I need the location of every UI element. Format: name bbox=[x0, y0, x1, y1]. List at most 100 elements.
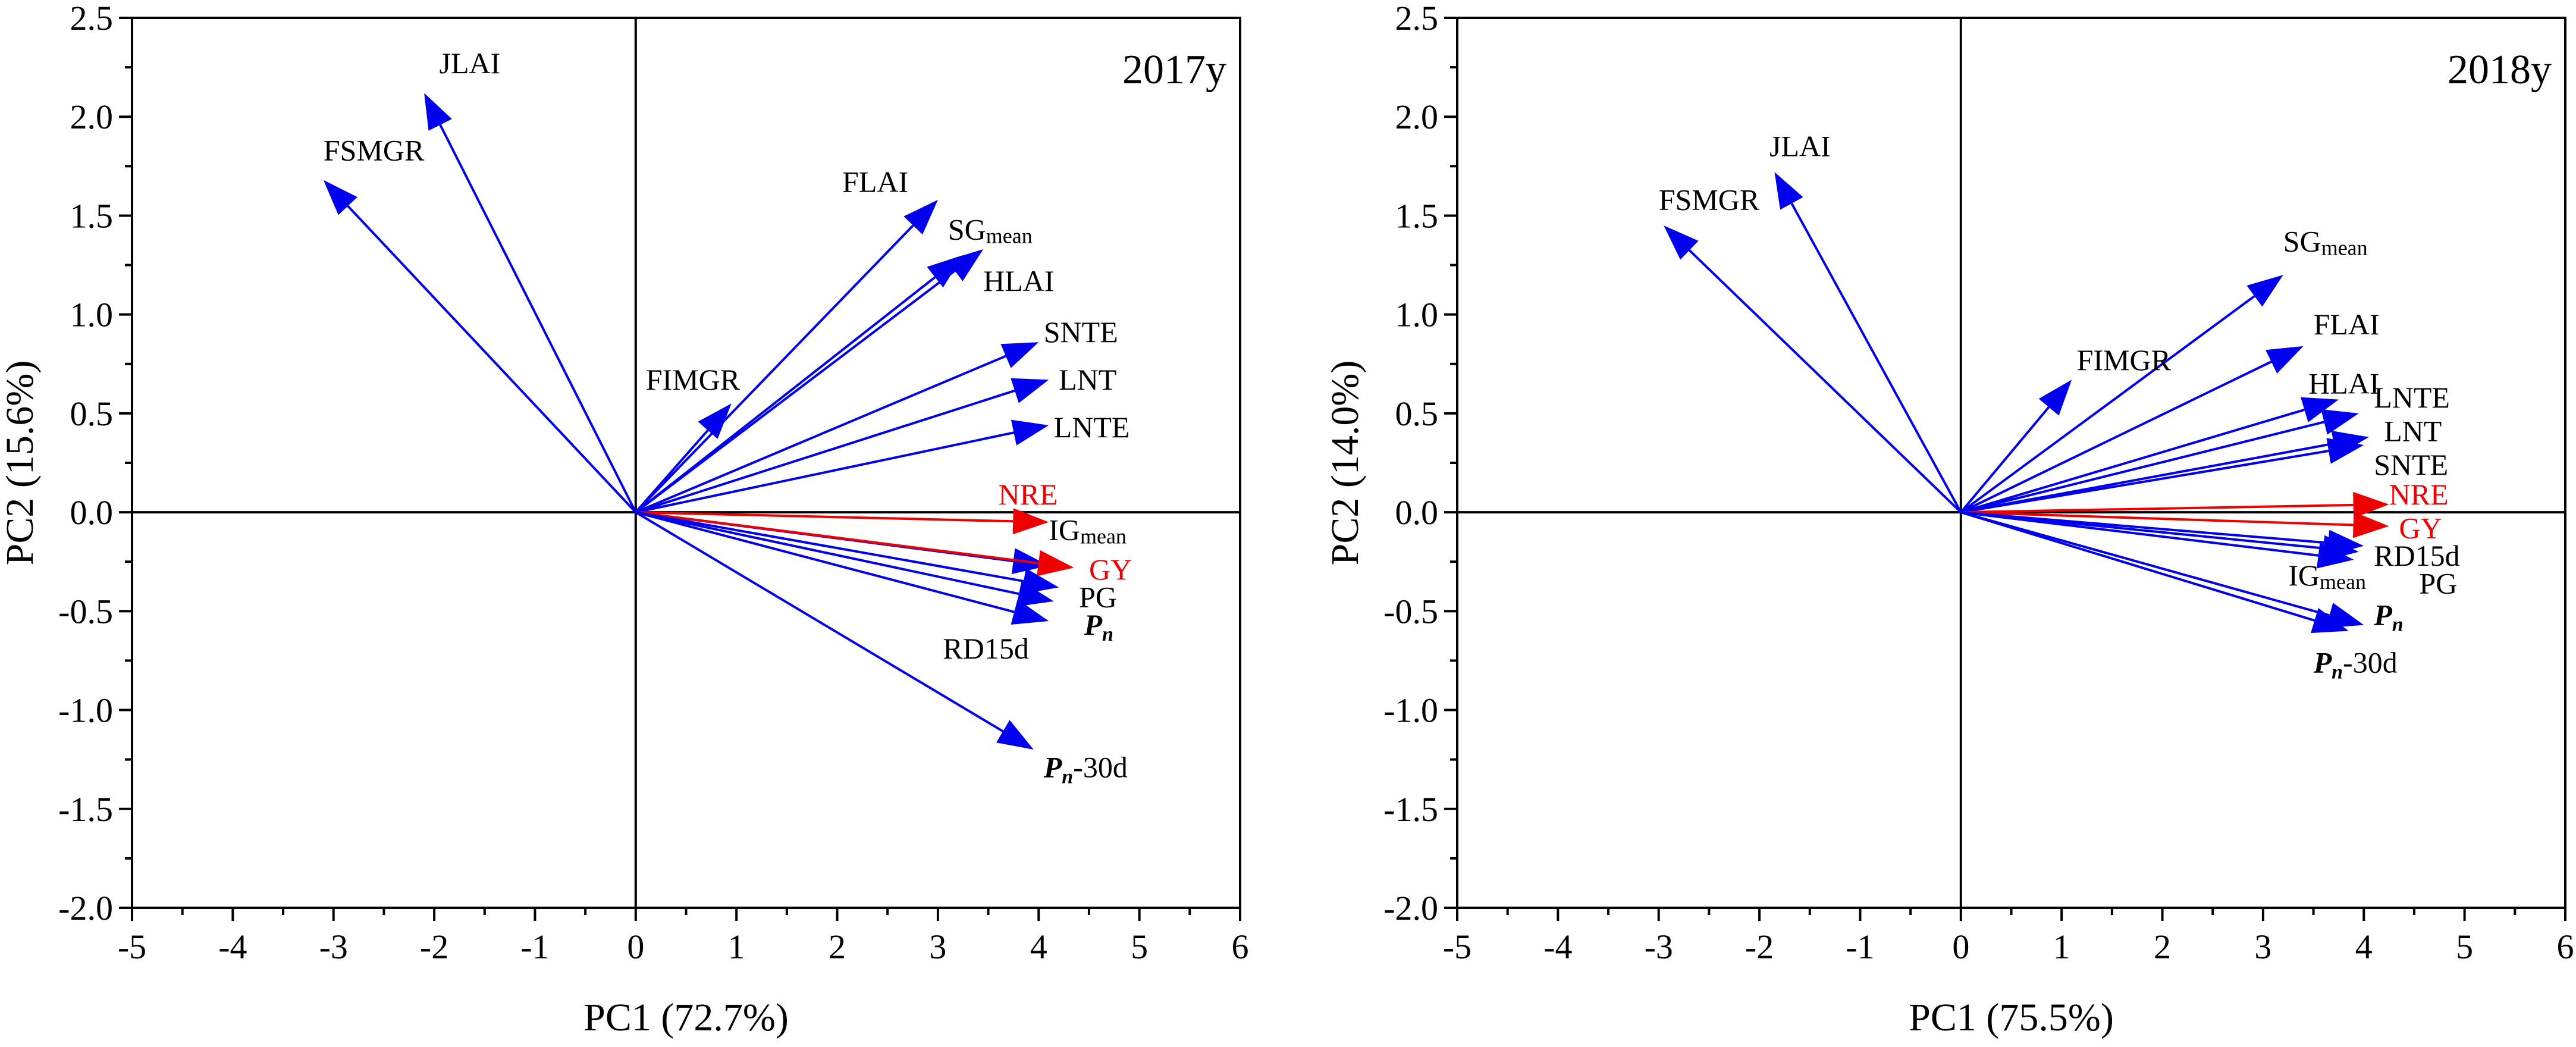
panel-2017y-x-axis-title: PC1 (72.7%) bbox=[583, 996, 789, 1039]
panel-2018y-y-tick-label: 2.5 bbox=[1395, 0, 1439, 37]
panel-2018y-arrowhead-jlai bbox=[1774, 172, 1803, 210]
panel-2018y-label-pn: Pn bbox=[2373, 598, 2403, 636]
panel-2017y-vector-fimgr bbox=[635, 429, 709, 513]
panel-2018y-arrowhead-pn-30d bbox=[2311, 607, 2349, 634]
panel-2018y-vector-pn bbox=[1960, 511, 2330, 617]
panel-2017y-x-tick-label: -3 bbox=[319, 927, 348, 966]
panel-2018y-label-rd15d: RD15d bbox=[2374, 539, 2459, 572]
panel-2017y-label-snte: SNTE bbox=[1044, 315, 1118, 349]
panel-2017y-label-nre: NRE bbox=[999, 478, 1058, 511]
panel-2018y-year-label: 2018y bbox=[2448, 47, 2552, 93]
panel-2017y-y-tick-label: 1.5 bbox=[70, 196, 114, 235]
panel-2017y-y-tick-label: -1.0 bbox=[58, 691, 113, 730]
panel-2017y-vector-jlai bbox=[439, 124, 637, 513]
panel-2017y-arrowhead-lnte bbox=[1011, 419, 1049, 446]
panel-2018y-vector-nre bbox=[1960, 503, 2354, 514]
panel-2017y-vector-hlai bbox=[635, 269, 956, 513]
panel-2018y-label-snte: SNTE bbox=[2374, 448, 2448, 481]
panel-2017y-label-hlai: HLAI bbox=[983, 264, 1054, 297]
panel-2018y-y-tick-label: 1.0 bbox=[1395, 296, 1439, 334]
panel-2017y-x-tick-label: 6 bbox=[1232, 927, 1249, 966]
panel-2018y-y-axis-title: PC2 (14.0%) bbox=[1323, 361, 1367, 566]
panel-2017y-x-tick-label: -1 bbox=[520, 927, 549, 966]
panel-2018y-vector-flai bbox=[1960, 361, 2272, 513]
panel-2017y-arrowhead-flai bbox=[903, 199, 938, 235]
panel-2018y-arrowhead-gy bbox=[2352, 512, 2389, 538]
panel-2018y-vector-lnte bbox=[1960, 421, 2325, 514]
panel-2017y-label-fsmgr: FSMGR bbox=[324, 133, 425, 167]
panel-2018y-arrowhead-fsmgr bbox=[1664, 225, 1699, 260]
panel-2017y-x-tick-label: -5 bbox=[118, 927, 146, 966]
panel-2017y-vector-nre bbox=[635, 511, 1014, 523]
panel-2017y-x-tick-label: 3 bbox=[929, 927, 946, 966]
panel-2017y-arrowhead-hlai bbox=[947, 249, 984, 281]
panel-2018y-label-flai: FLAI bbox=[2314, 308, 2380, 341]
panel-2017y-vector-fsmgr bbox=[347, 205, 637, 513]
panel-2017y-vector-lnt bbox=[635, 389, 1015, 514]
biplot-2017-panel: -5 -4 -3 -2 -1 0 1 2 3 4 5 6 -2.0 -1.5 -1.0 -0.5 0.0 0.5 1… bbox=[0, 0, 1249, 1039]
panel-2018y-y-tick-label: -2.0 bbox=[1383, 889, 1438, 927]
panel-2018y-y-tick-label: 0.5 bbox=[1395, 394, 1439, 433]
panel-2017y-x-tick-label: 5 bbox=[1131, 927, 1148, 966]
panel-2017y-label-pn: Pn bbox=[1083, 608, 1113, 645]
panel-2018y-y-tick-label: -1.0 bbox=[1383, 691, 1438, 730]
panel-2018y-vector-pg bbox=[1960, 511, 2319, 557]
panel-2017y-y-tick-label: -2.0 bbox=[58, 889, 113, 927]
panel-2017y-vector-pg bbox=[635, 511, 1024, 582]
panel-2017y-arrowhead-jlai bbox=[424, 93, 452, 131]
panel-2018y-vector-snte bbox=[1960, 449, 2329, 514]
panel-2017y-x-tick-label: 4 bbox=[1030, 927, 1047, 966]
panel-2018y-label-gy: GY bbox=[2399, 511, 2442, 544]
biplot-2018-panel: -5 -4 -3 -2 -1 0 1 2 3 4 5 6 -2.0 -1.5 -1.0 -0.5 0.0 0.5 1… bbox=[1323, 0, 2574, 1039]
panel-2017y-vector-flai bbox=[635, 224, 914, 513]
panel-2017y-label-lnt: LNT bbox=[1059, 363, 1116, 396]
panel-2018y-x-tick-label: 4 bbox=[2355, 927, 2373, 966]
panel-2017y-vector-gy bbox=[635, 511, 1039, 565]
panel-2017y-y-tick-label: 2.5 bbox=[70, 0, 114, 37]
panel-2017y-arrowhead-snte bbox=[1000, 342, 1039, 368]
panel-2017y-y-tick-label: -1.5 bbox=[58, 790, 113, 829]
panel-2017y-label-pn-30d: Pn-30d bbox=[1043, 751, 1128, 788]
panel-2018y-x-tick-label: -3 bbox=[1645, 927, 1673, 966]
panel-2018y-arrowhead-sgmean bbox=[2246, 275, 2283, 307]
panel-2018y-label-lnt: LNT bbox=[2384, 414, 2442, 447]
panel-2017y-y-tick-label: 0.0 bbox=[70, 493, 114, 532]
panel-2017y-y-tick-label: 0.5 bbox=[70, 394, 114, 433]
panel-2018y-arrowhead-flai bbox=[2266, 346, 2304, 374]
panel-2017y-y-tick-label: 1.0 bbox=[70, 296, 114, 334]
panel-2018y-y-tick-label: -1.5 bbox=[1383, 790, 1438, 829]
panel-2018y-vector-hlai bbox=[1960, 408, 2305, 514]
panel-2017y-vector-rd15d bbox=[635, 511, 1015, 613]
panel-2018y-x-tick-label: 1 bbox=[2053, 927, 2070, 966]
panel-2018y-vector-igmean bbox=[1960, 511, 2324, 550]
panel-2017y-label-lnte: LNTE bbox=[1054, 410, 1130, 444]
panel-2017y-arrowhead-pn-30d bbox=[996, 720, 1034, 750]
panel-2018y-vector-pn-30d bbox=[1960, 511, 2315, 622]
panel-2018y-x-tick-label: 0 bbox=[1952, 927, 1969, 966]
panel-2018y-label-jlai: JLAI bbox=[1769, 130, 1831, 163]
panel-2018y-label-pg: PG bbox=[2419, 566, 2457, 600]
panel-2017y-arrowhead-gy bbox=[1037, 550, 1074, 576]
panel-2017y-label-rd15d: RD15d bbox=[943, 632, 1028, 665]
panel-2017y-y-tick-label: -0.5 bbox=[58, 592, 113, 631]
panel-2017y-arrowhead-lnt bbox=[1011, 378, 1049, 403]
panel-2018y-label-fsmgr: FSMGR bbox=[1659, 183, 1760, 216]
panel-2017y-label-fimgr: FIMGR bbox=[646, 363, 741, 396]
panel-2017y-label-gy: GY bbox=[1089, 553, 1132, 586]
panel-2017y-year-label: 2017y bbox=[1122, 47, 1226, 93]
panel-2018y-x-tick-label: 2 bbox=[2154, 927, 2171, 966]
panel-2018y-label-fimgr: FIMGR bbox=[2077, 343, 2172, 377]
panel-2017y-x-tick-label: 2 bbox=[829, 927, 846, 966]
panel-2017y-x-tick-label: -4 bbox=[218, 927, 247, 966]
panel-2018y-y-tick-label: 1.5 bbox=[1395, 196, 1439, 235]
panel-2018y-label-pn-30d: Pn-30d bbox=[2313, 645, 2398, 683]
panel-2017y-label-jlai: JLAI bbox=[440, 46, 501, 80]
panel-2018y-arrowhead-lnte bbox=[2321, 409, 2359, 435]
panel-2018y-y-tick-label: 0.0 bbox=[1395, 493, 1439, 532]
panel-2017y-vector-lnte bbox=[635, 431, 1014, 514]
panel-2018y-label-sgmean: SGmean bbox=[2283, 224, 2368, 259]
panel-2018y-y-tick-label: 2.0 bbox=[1395, 98, 1439, 136]
panel-2018y-x-tick-label: 3 bbox=[2254, 927, 2271, 966]
panel-2018y-x-axis-title: PC1 (75.5%) bbox=[1909, 996, 2114, 1039]
